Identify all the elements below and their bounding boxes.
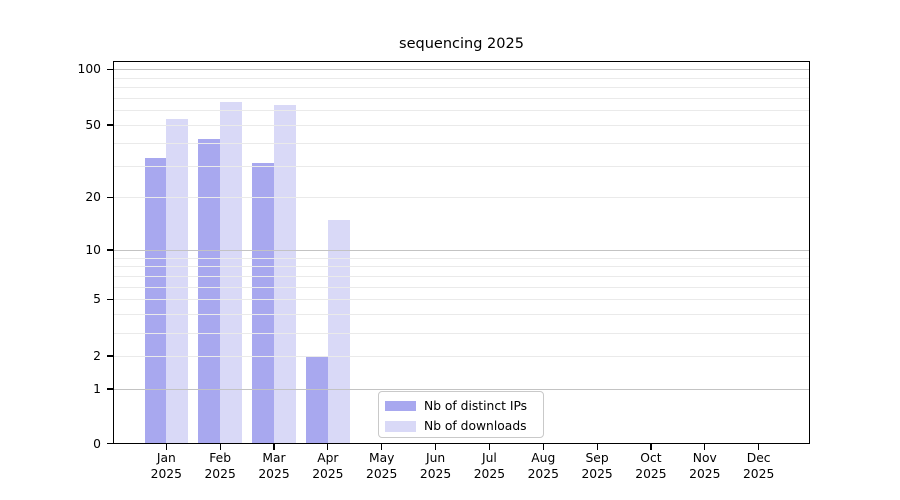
- gridline-100: [113, 69, 810, 71]
- bar-apr-distinct-ips: [306, 355, 328, 444]
- gridline-70: [113, 98, 810, 100]
- gridline-30: [113, 165, 810, 167]
- gridline-9: [113, 257, 810, 259]
- x-tick-label-apr: Apr 2025: [298, 451, 358, 482]
- year-label: 2025: [581, 466, 613, 481]
- bar-apr-downloads: [327, 219, 350, 444]
- month-label: Jul: [481, 451, 497, 465]
- gridline-80: [113, 87, 810, 89]
- month-label: Dec: [746, 451, 771, 465]
- y-tick-label-0: 0: [93, 436, 101, 451]
- gridline-4: [113, 314, 810, 316]
- month-label: Jan: [156, 451, 176, 465]
- month-label: Jun: [425, 451, 446, 465]
- x-tick-label-may: May 2025: [352, 451, 412, 482]
- gridline-60: [113, 110, 810, 112]
- x-tick-dec: [758, 443, 760, 450]
- bar-feb-downloads: [220, 101, 242, 444]
- x-tick-mar: [273, 443, 275, 450]
- month-label: May: [368, 451, 395, 465]
- legend-swatch-downloads: [385, 421, 416, 432]
- x-tick-feb: [219, 443, 221, 450]
- y-tick-label-100: 100: [77, 62, 101, 77]
- y-tick-1: [107, 388, 113, 390]
- x-tick-label-jun: Jun 2025: [406, 451, 466, 482]
- gridline-40: [113, 142, 810, 144]
- year-label: 2025: [366, 466, 398, 481]
- y-tick-100: [107, 68, 113, 70]
- y-tick-label-50: 50: [85, 118, 101, 133]
- year-label: 2025: [258, 466, 290, 481]
- gridline-7: [113, 276, 810, 278]
- y-tick-5: [107, 298, 113, 301]
- x-tick-label-aug: Aug 2025: [513, 451, 573, 482]
- x-tick-oct: [650, 443, 652, 450]
- x-tick-label-feb: Feb 2025: [190, 451, 250, 482]
- x-tick-sep: [596, 443, 598, 450]
- year-label: 2025: [419, 466, 452, 481]
- y-tick-20: [107, 196, 113, 198]
- month-label: Feb: [209, 451, 232, 465]
- y-tick-label-2: 2: [93, 348, 101, 363]
- x-tick-jun: [434, 443, 437, 450]
- gridline-3: [113, 332, 810, 334]
- y-tick-50: [107, 124, 113, 126]
- y-tick-0: [107, 442, 113, 445]
- year-label: 2025: [473, 466, 506, 481]
- chart-title: sequencing 2025: [399, 36, 524, 52]
- year-label: 2025: [742, 466, 775, 481]
- gridline-20: [113, 197, 810, 199]
- year-label: 2025: [150, 466, 182, 481]
- gridline-50: [113, 125, 810, 127]
- bar-jan-downloads: [166, 118, 188, 444]
- x-tick-label-jul: Jul 2025: [459, 451, 519, 482]
- year-label: 2025: [689, 466, 721, 481]
- gridline-90: [113, 77, 810, 79]
- x-tick-label-nov: Nov 2025: [675, 451, 735, 482]
- y-tick-label-1: 1: [93, 382, 101, 396]
- gridline-5: [113, 299, 810, 301]
- gridline-2: [113, 355, 810, 357]
- bar-mar-distinct-ips: [252, 163, 274, 444]
- y-tick-label-5: 5: [93, 292, 101, 307]
- bar-mar-downloads: [274, 105, 296, 444]
- gridline-10: [113, 250, 810, 252]
- legend-label-downloads: Nb of downloads: [424, 419, 527, 433]
- y-tick-label-20: 20: [85, 190, 101, 205]
- year-label: 2025: [635, 466, 667, 481]
- month-label: Sep: [585, 451, 609, 465]
- month-label: Nov: [692, 451, 717, 465]
- x-tick-jul: [488, 443, 490, 450]
- x-tick-apr: [327, 443, 329, 450]
- legend: Nb of distinct IPs Nb of downloads: [378, 391, 544, 438]
- year-label: 2025: [312, 466, 344, 481]
- month-label: Oct: [640, 451, 662, 465]
- gridline-8: [113, 266, 810, 268]
- y-tick-label-10: 10: [85, 243, 101, 258]
- bar-feb-distinct-ips: [198, 138, 221, 444]
- x-tick-aug: [542, 443, 544, 450]
- x-tick-label-oct: Oct 2025: [621, 451, 681, 482]
- year-label: 2025: [527, 466, 559, 481]
- x-tick-label-mar: Mar 2025: [244, 451, 304, 482]
- x-tick-jan: [165, 443, 167, 450]
- gridline-6: [113, 286, 810, 288]
- y-tick-2: [107, 355, 113, 357]
- month-label: Apr: [317, 451, 339, 465]
- bar-jan-distinct-ips: [144, 158, 167, 444]
- x-tick-label-jan: Jan 2025: [136, 451, 196, 482]
- legend-label-distinct-ips: Nb of distinct IPs: [424, 398, 528, 413]
- x-tick-label-dec: Dec 2025: [729, 451, 789, 482]
- x-tick-nov: [704, 443, 706, 450]
- legend-swatch-distinct-ips: [385, 400, 416, 411]
- x-tick-label-sep: Sep 2025: [567, 451, 627, 482]
- x-tick-may: [381, 443, 383, 450]
- month-label: Mar: [262, 451, 286, 465]
- y-tick-10: [107, 249, 113, 251]
- year-label: 2025: [204, 466, 236, 481]
- month-label: Aug: [531, 451, 556, 465]
- gridline-1: [113, 389, 810, 390]
